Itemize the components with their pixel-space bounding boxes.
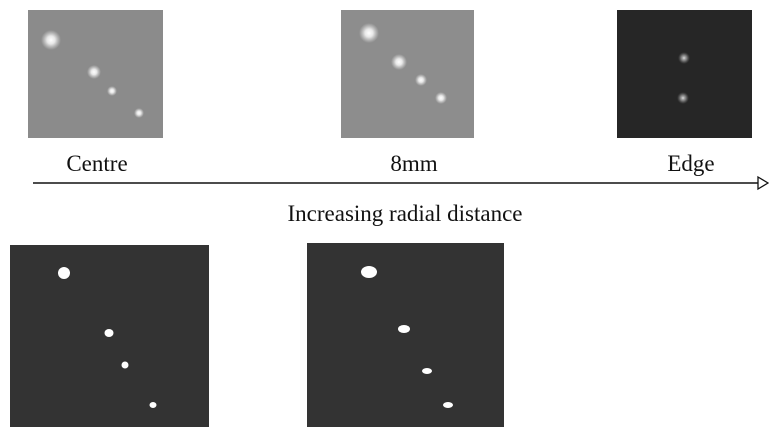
image-centre [28,10,163,138]
image-processed-1 [10,245,209,427]
image-processed-2 [307,243,504,427]
label-edge: Edge [667,151,714,176]
label-8mm: 8mm [390,151,437,176]
image-8mm [341,10,474,138]
label-centre: Centre [66,151,127,176]
axis-label: Increasing radial distance [288,201,523,226]
arrow [33,175,769,191]
image-edge [617,10,752,138]
